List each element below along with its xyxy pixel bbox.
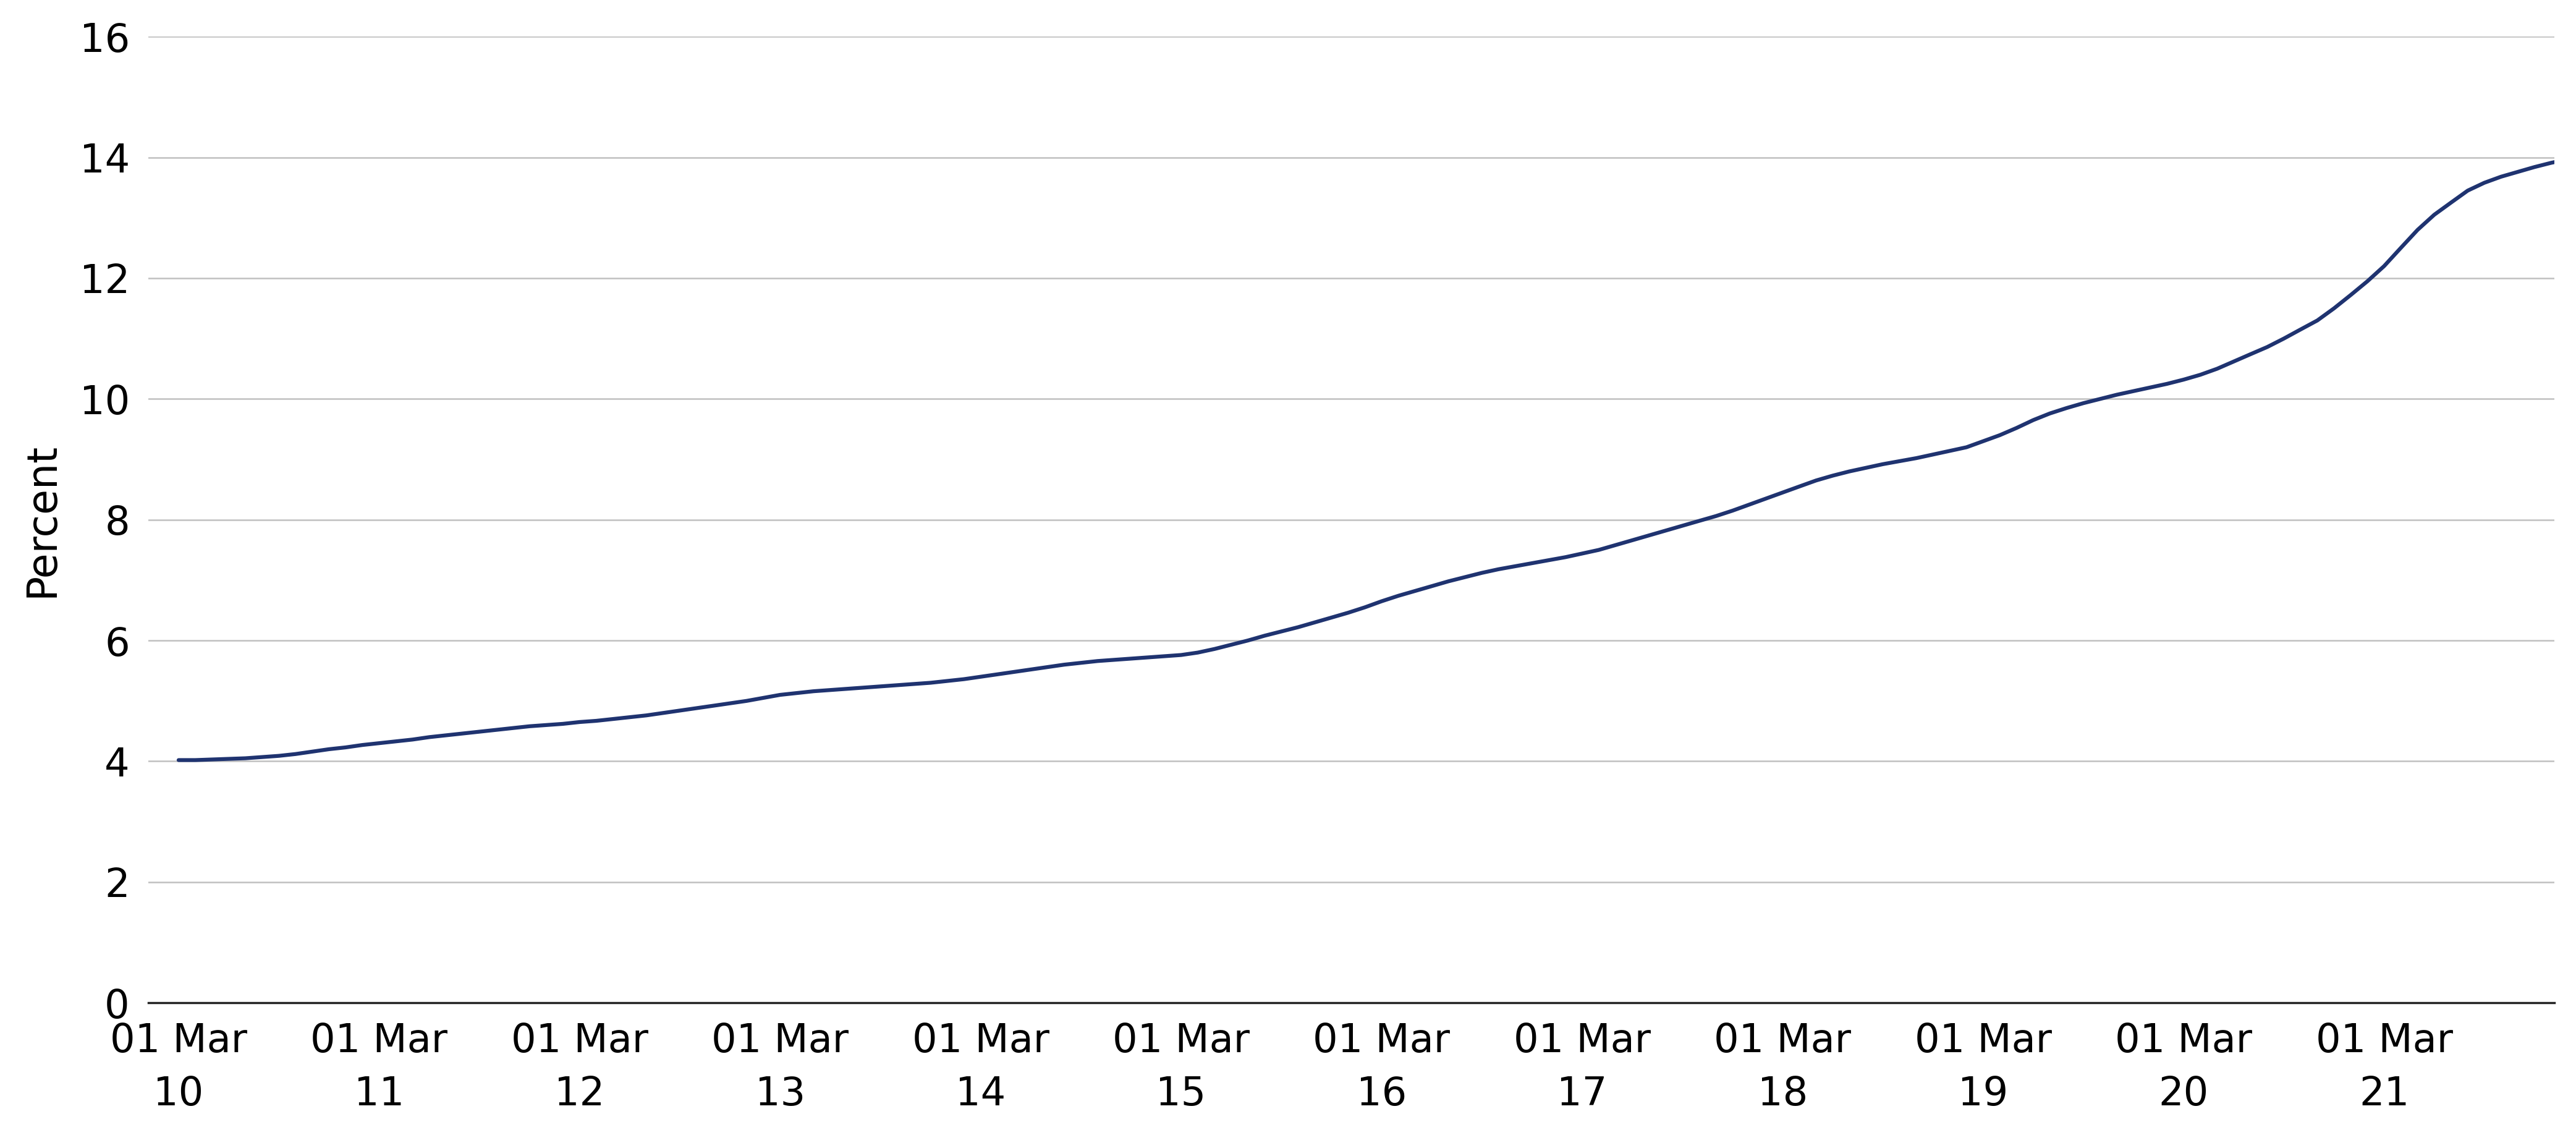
- Y-axis label: Percent: Percent: [21, 443, 62, 597]
